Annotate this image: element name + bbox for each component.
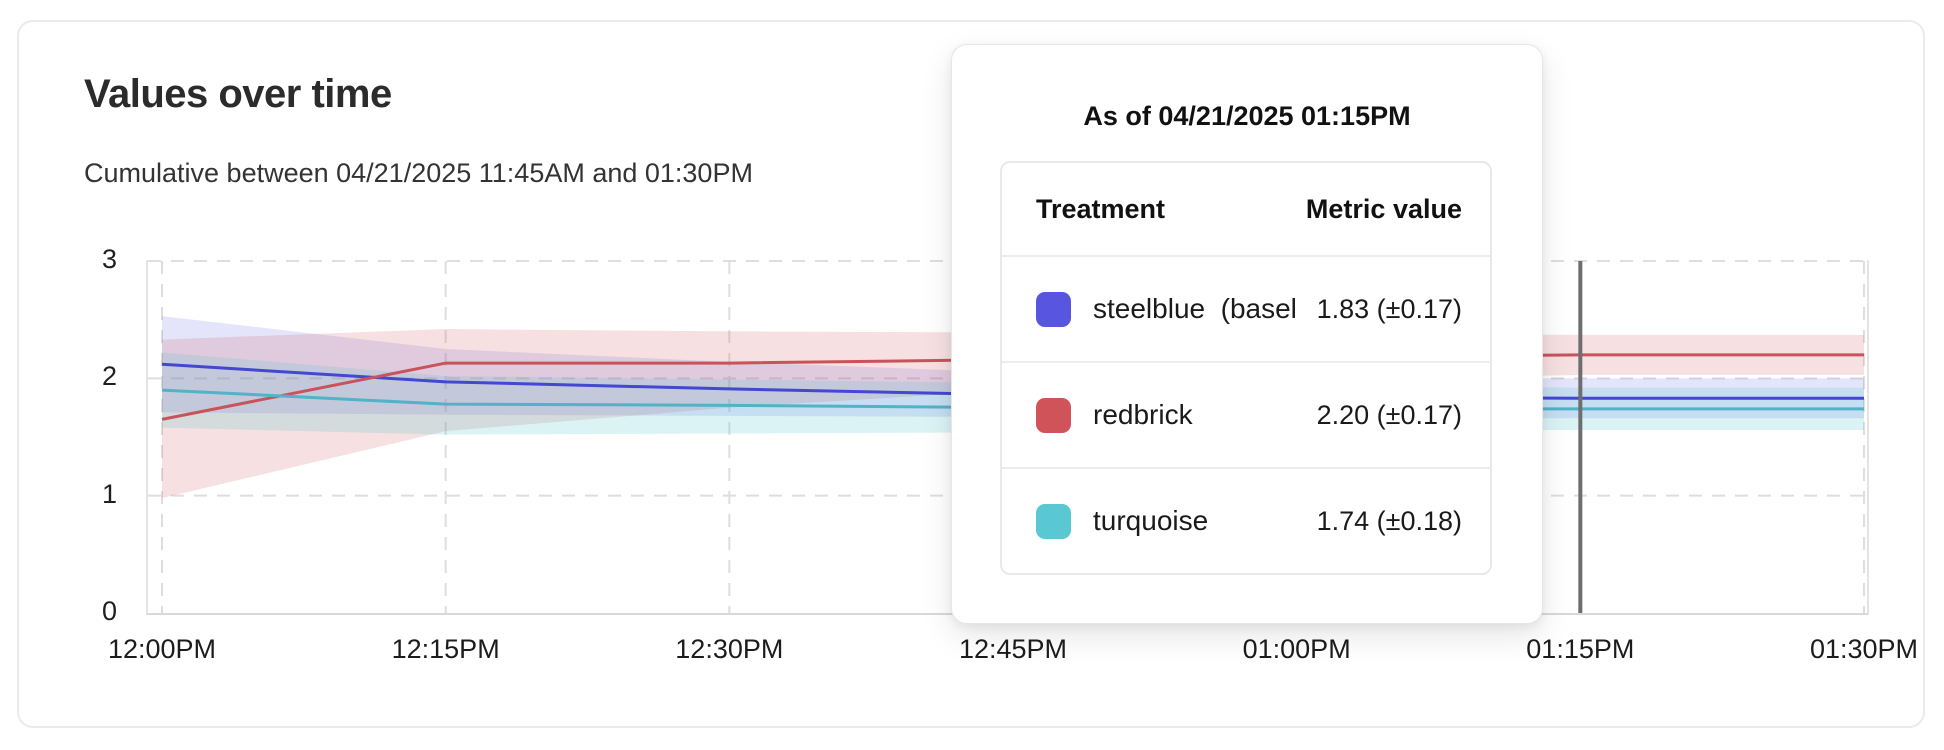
series-metric-value: 1.74 (±0.18) — [1316, 505, 1462, 536]
metric-value-column-header: Metric value — [1305, 193, 1462, 224]
tooltip-table: Treatment Metric value steelblue (baseli… — [1000, 161, 1492, 575]
x-tick-label: 01:00PM — [1242, 634, 1351, 664]
x-tick-label: 12:45PM — [958, 634, 1068, 664]
series-color-swatch — [1036, 503, 1071, 539]
x-tick-label: 01:30PM — [1809, 634, 1919, 664]
x-tick-label: 01:15PM — [1526, 634, 1635, 664]
hover-tooltip: As of 04/21/2025 01:15PM Treatment Metri… — [951, 44, 1543, 624]
series-metric-value: 1.83 (±0.17) — [1316, 293, 1462, 324]
tooltip-table-header: Treatment Metric value — [1002, 163, 1490, 255]
series-label: turquoise — [1093, 505, 1209, 536]
x-tick-label: 12:30PM — [675, 634, 784, 664]
tooltip-title: As of 04/21/2025 01:15PM — [1083, 101, 1411, 131]
y-tick-label: 3 — [101, 244, 117, 274]
tooltip-row: steelblue (baseli 1.83 (±0.17) — [1002, 255, 1490, 361]
series-label: redbrick — [1093, 399, 1193, 430]
y-tick-label: 2 — [101, 361, 117, 392]
x-tick-label: 12:00PM — [107, 634, 217, 664]
x-tick-label: 12:15PM — [391, 634, 500, 664]
chart-subtitle: Cumulative between 04/21/2025 11:45AM an… — [84, 158, 753, 188]
tooltip-row: redbrick 2.20 (±0.17) — [1002, 361, 1490, 467]
series-metric-value: 2.20 (±0.17) — [1316, 399, 1462, 430]
treatment-column-header: Treatment — [1036, 193, 1166, 224]
chart-title: Values over time — [84, 72, 392, 116]
chart-card: Values over time Cumulative between 04/2… — [17, 20, 1925, 728]
y-tick-label: 1 — [101, 478, 117, 509]
tooltip-row: turquoise 1.74 (±0.18) — [1002, 467, 1490, 573]
y-tick-label: 0 — [101, 596, 117, 626]
series-color-swatch — [1036, 291, 1071, 327]
series-label: steelblue (baseli — [1093, 293, 1295, 324]
series-color-swatch — [1036, 397, 1071, 433]
